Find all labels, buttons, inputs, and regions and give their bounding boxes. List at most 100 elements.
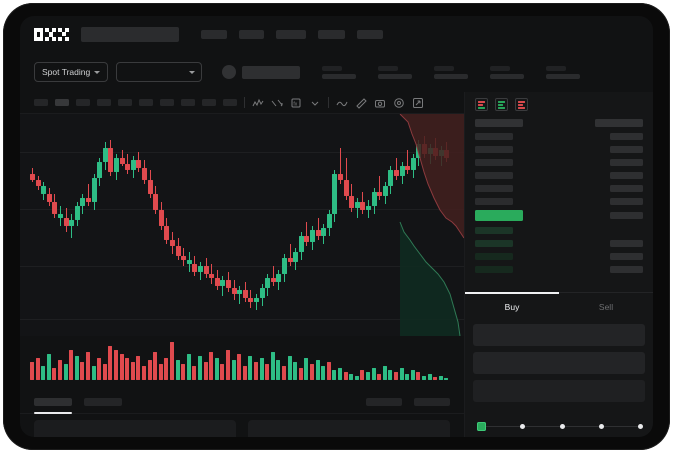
volume-bar-64 [388,370,393,380]
volume-bar-67 [405,374,410,380]
search-input[interactable] [81,26,179,42]
trading-pair-select[interactable] [116,62,203,82]
interval-2[interactable] [55,99,69,106]
chevron-down-icon[interactable] [309,97,321,109]
nav-item-4[interactable] [318,29,345,39]
settings-icon[interactable] [393,97,405,109]
orderbook-row-amount-7 [610,212,643,219]
candle-wick-56 [345,158,347,200]
interval-7[interactable] [160,99,174,106]
orderbook-row-price-3 [475,158,513,166]
orderbook-row-2[interactable] [475,144,643,154]
orderbook-row-amount-4 [610,171,643,179]
volume-bar-49 [304,358,309,380]
stat-1 [322,65,357,79]
candle-body-59 [360,202,366,210]
action-1[interactable] [366,397,402,406]
volume-bar-14 [108,346,113,380]
volume-bar-40 [254,362,258,380]
orderbook-view-modes [465,92,653,116]
price-field[interactable] [473,324,645,346]
tab-sell[interactable]: Sell [559,293,653,320]
orderbook-mode-bids[interactable] [495,98,508,111]
orderbook-row-amount-0 [595,119,643,127]
interval-9[interactable] [202,99,216,106]
volume-bar-63 [382,366,387,380]
orderbook-mode-asks[interactable] [515,98,528,111]
volume-bar-68 [410,370,415,380]
orderbook-row-price-8 [475,226,513,234]
orderbook-row-1[interactable] [475,131,643,141]
nav-item-1[interactable] [201,29,227,39]
candle-body-60 [366,206,371,210]
camera-icon[interactable] [374,97,386,109]
volume-bar-35 [226,350,230,380]
candlestick-chart[interactable] [20,114,464,336]
orderbook-mode-both[interactable] [475,98,488,111]
nav-item-5[interactable] [357,29,383,39]
line-chart-icon[interactable] [336,97,348,109]
action-2[interactable] [414,397,450,406]
orderbook-row-price-2 [475,145,513,153]
candle-body-13 [102,148,108,162]
templates-icon[interactable]: fx [290,97,302,109]
orderbook-row-8[interactable] [475,225,643,235]
tab-open-orders[interactable] [34,397,72,414]
stat-1-value [322,73,357,79]
orderbook-row-11[interactable] [475,264,643,274]
fullscreen-icon[interactable] [412,97,424,109]
nav-item-3[interactable] [276,29,306,39]
candle-body-34 [220,280,226,286]
candle-body-48 [298,236,304,252]
orderbook-row-price-0 [475,119,523,127]
orderbook-row-5[interactable] [475,183,643,193]
amount-stepper[interactable] [477,420,643,432]
compare-icon[interactable] [271,97,283,109]
stepper-node-2[interactable] [559,423,565,429]
interval-3[interactable] [76,99,90,106]
candle-body-8 [74,206,80,220]
orderbook-row-10[interactable] [475,251,643,261]
volume-bar-50 [310,364,314,380]
candle-body-45 [282,258,287,274]
nav-item-2[interactable] [239,29,264,39]
stepper-node-4[interactable] [638,423,643,429]
orderbook-row-3[interactable] [475,157,643,167]
orderbook-row-7[interactable] [475,209,643,222]
chart-toolbar: fx [20,92,464,114]
amount-field[interactable] [473,352,645,374]
okx-logo[interactable] [34,27,69,41]
interval-4[interactable] [97,99,111,106]
spot-trading-dropdown[interactable]: Spot Trading [34,62,109,82]
chart-gridline-2 [20,266,464,267]
interval-10[interactable] [223,99,237,106]
stepper-node-1[interactable] [520,423,526,429]
tab-order-history[interactable] [84,397,122,406]
chart-gridline-3 [20,319,464,320]
orderbook-row-amount-1 [610,132,643,140]
total-field[interactable] [473,380,645,402]
orderbook-row-4[interactable] [475,170,643,180]
candle-body-27 [181,256,187,260]
orderbook-row-0[interactable] [475,118,643,128]
interval-5[interactable] [118,99,132,106]
stepper-node-0[interactable] [477,421,486,431]
volume-bar-29 [192,366,197,380]
orderbook-list[interactable] [465,116,653,274]
volume-bar-74 [444,378,449,380]
volume-bar-10 [86,352,90,380]
candle-body-66 [399,166,405,176]
candle-body-2 [41,186,47,194]
candle-wick-46 [289,244,291,266]
interval-6[interactable] [139,99,153,106]
interval-8[interactable] [181,99,195,106]
orderbook-row-9[interactable] [475,238,643,248]
top-nav [201,29,383,39]
stepper-node-3[interactable] [598,423,604,429]
orderbook-row-6[interactable] [475,196,643,206]
tab-buy[interactable]: Buy [465,292,559,320]
indicator-icon[interactable] [252,97,264,109]
interval-1[interactable] [34,99,48,106]
volume-bar-54 [332,370,337,380]
ruler-icon[interactable] [355,97,367,109]
